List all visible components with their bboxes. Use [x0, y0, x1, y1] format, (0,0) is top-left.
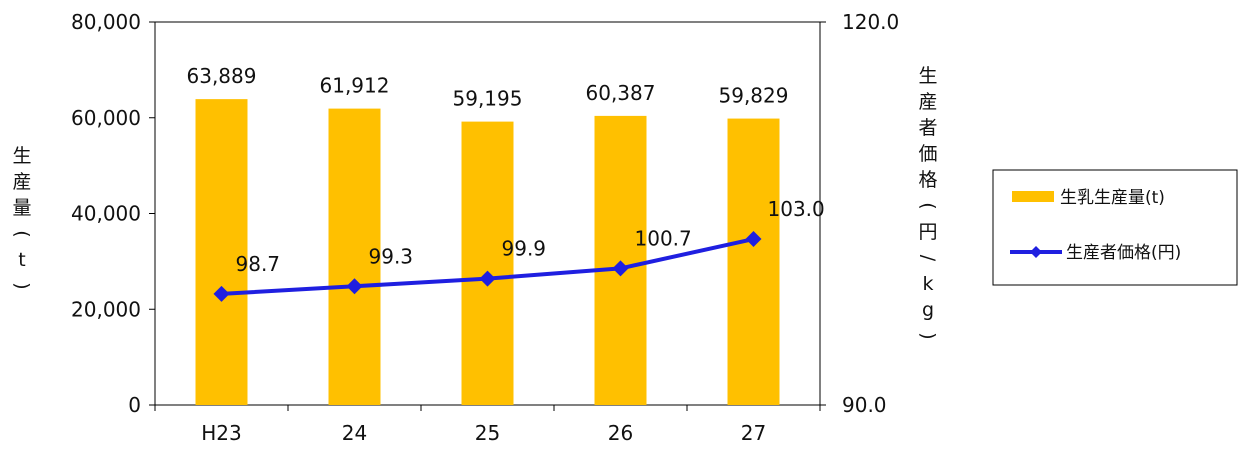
right-axis-title-char: 格: [918, 169, 937, 191]
bar: [461, 121, 514, 405]
x-axis-tick-label: 26: [608, 421, 633, 445]
x-axis-tick-label: 25: [475, 421, 500, 445]
price-value-label: 100.7: [635, 226, 692, 250]
left-axis-title-char: 量: [12, 197, 31, 219]
left-axis-title-char: t: [18, 249, 25, 271]
right-axis-title-char: 者: [918, 117, 937, 139]
left-axis-title: 生産量 ( t): [11, 145, 33, 290]
left-axis-title-char: (: [11, 230, 33, 237]
price-value-label: 99.3: [369, 244, 414, 268]
right-axis-title-char: g: [922, 299, 934, 321]
left-axis-tick-label: 40,000: [71, 202, 141, 226]
bar: [727, 118, 780, 405]
price-marker: [213, 285, 230, 302]
right-axis-title-char: k: [922, 273, 933, 295]
price-marker: [346, 278, 363, 295]
x-axis-tick-label: 27: [741, 421, 766, 445]
right-axis-title-char: 生: [918, 65, 937, 87]
price-value-label: 99.9: [502, 237, 547, 261]
right-axis-title-char: ): [917, 332, 939, 339]
legend-label-bar: 生乳生産量(t): [1060, 188, 1165, 208]
bar-value-label: 59,195: [453, 87, 523, 111]
price-marker: [612, 260, 629, 277]
right-axis-title-char: 価: [918, 143, 937, 165]
bar: [328, 108, 381, 405]
x-axis-tick-label: H23: [201, 421, 242, 445]
bar-value-label: 59,829: [719, 84, 789, 108]
left-axis-title-char: ): [11, 282, 33, 289]
price-marker: [479, 270, 496, 287]
legend-swatch-marker: [1030, 246, 1042, 258]
right-axis-tick-label: 90.0: [842, 393, 887, 417]
right-axis-title-char: (: [917, 202, 939, 209]
bar-value-label: 60,387: [586, 81, 656, 105]
left-axis-tick-label: 0: [128, 393, 141, 417]
left-axis-tick-label: 80,000: [71, 10, 141, 34]
right-axis-title: 生産者価格 ( 円 / kg): [917, 65, 939, 340]
legend-swatch-bar: [1012, 191, 1054, 202]
left-axis-tick-label: 20,000: [71, 297, 141, 321]
left-axis-title-char: 産: [12, 171, 31, 193]
price-marker: [745, 231, 762, 248]
price-value-label: 98.7: [236, 252, 281, 276]
right-axis-title-char: 円: [918, 221, 937, 243]
x-axis-tick-label: 24: [342, 421, 367, 445]
right-axis-tick-label: 120.0: [842, 10, 899, 34]
price-value-label: 103.0: [768, 197, 825, 221]
bar-value-label: 61,912: [320, 74, 390, 98]
right-axis-title-char: 産: [918, 91, 937, 113]
legend-box: [992, 169, 1238, 286]
bar: [195, 99, 248, 405]
legend-label-line: 生産者価格(円): [1066, 243, 1181, 263]
left-axis-title-char: 生: [12, 145, 31, 167]
left-axis-tick-label: 60,000: [71, 106, 141, 130]
bar-value-label: 63,889: [187, 64, 257, 88]
right-axis-title-char: /: [917, 255, 939, 262]
